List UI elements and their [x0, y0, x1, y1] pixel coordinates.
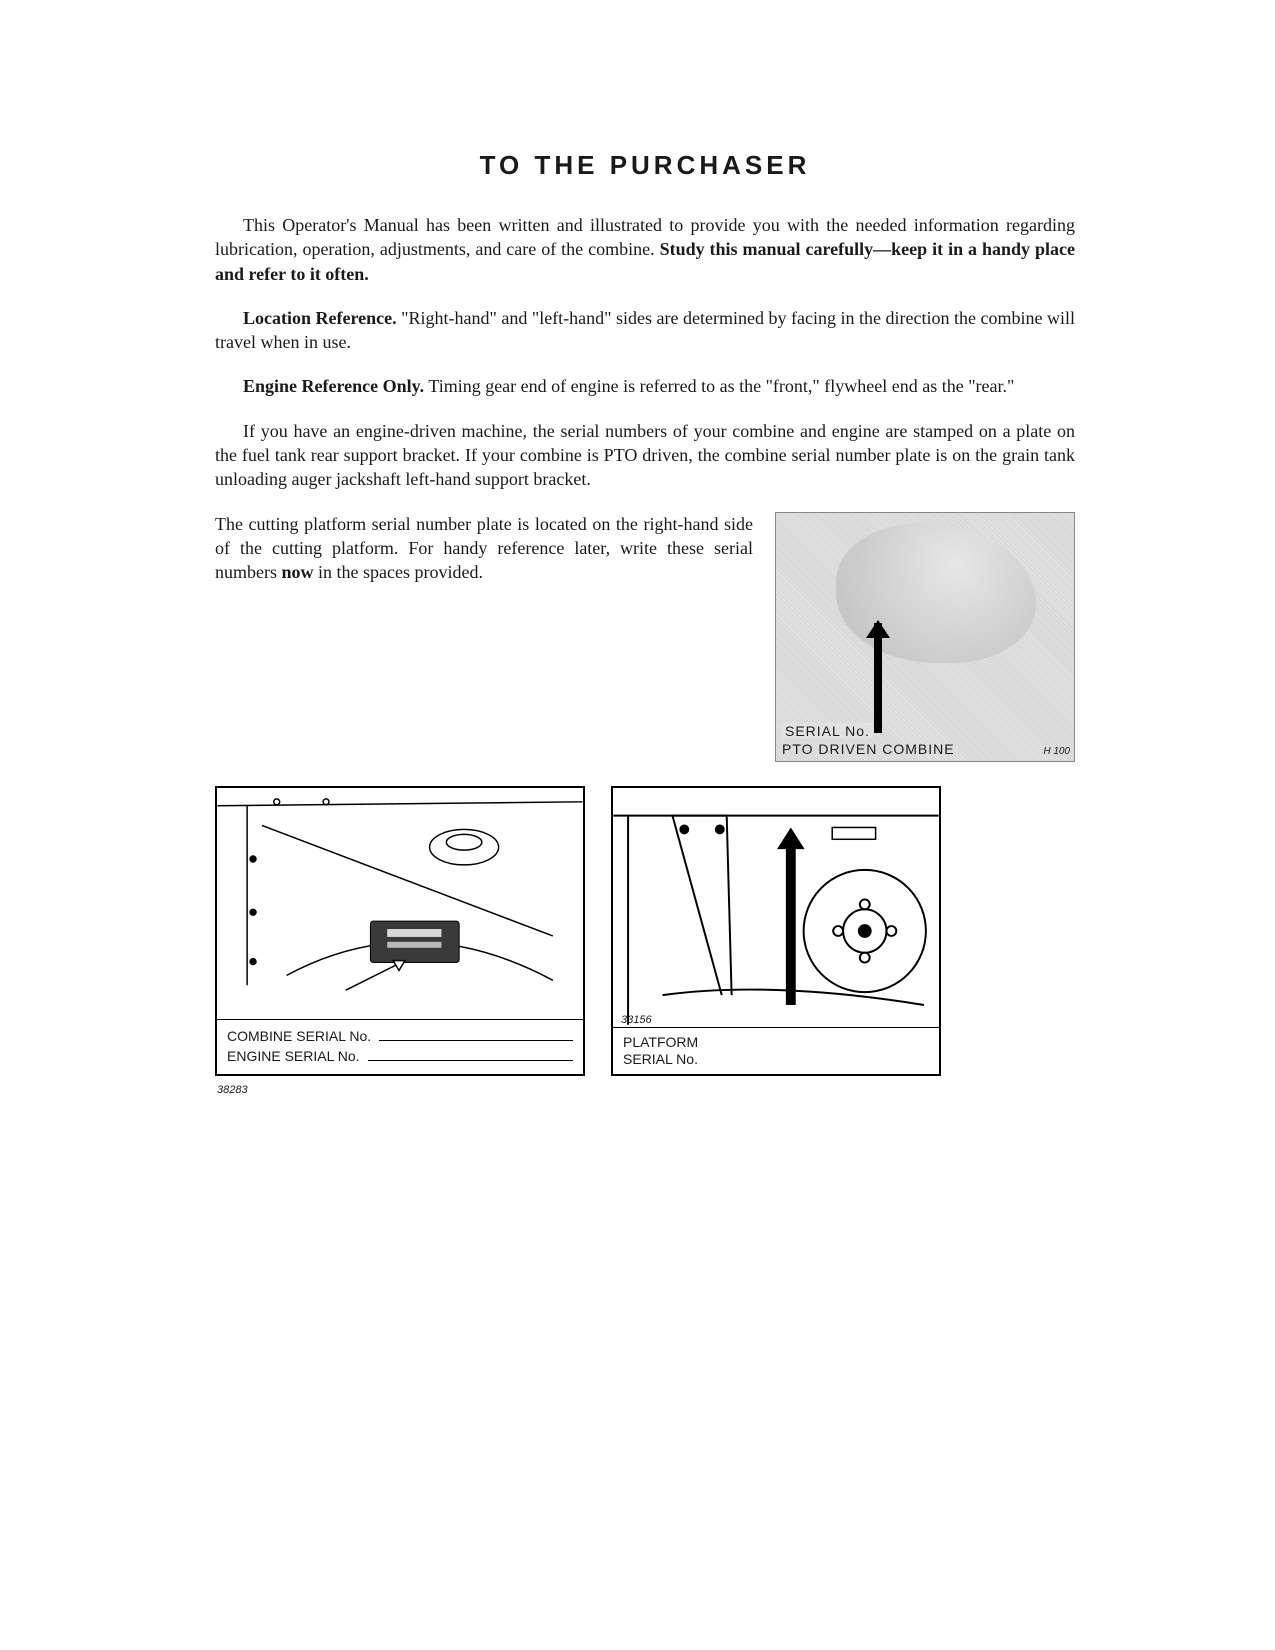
engine-serial-label: ENGINE SERIAL No. [227, 1048, 360, 1064]
figure-small-id: H 100 [1043, 746, 1070, 757]
paragraph-1: This Operator's Manual has been written … [215, 213, 1075, 286]
combine-serial-label: COMBINE SERIAL No. [227, 1028, 371, 1044]
two-column-block: The cutting platform serial number plate… [215, 512, 1075, 762]
p2-lead: Location Reference. [243, 308, 397, 328]
right-figure-label-area: PLATFORM SERIAL No. [613, 1027, 939, 1074]
platform-serial-figure: 33156 PLATFORM SERIAL No. [611, 786, 941, 1076]
p5-b: now [282, 562, 314, 582]
bottom-figures-row: COMBINE SERIAL No. ENGINE SERIAL No. 382… [215, 786, 1075, 1076]
right-figure-number: 33156 [621, 1014, 652, 1026]
pto-combine-illustration: SERIAL No. PTO DRIVEN COMBINE H 100 [775, 512, 1075, 762]
right-figure-column: SERIAL No. PTO DRIVEN COMBINE H 100 [775, 512, 1075, 762]
engine-serial-blank[interactable] [368, 1049, 573, 1061]
combine-serial-row: COMBINE SERIAL No. [227, 1028, 573, 1044]
paragraph-3: Engine Reference Only. Timing gear end o… [215, 374, 1075, 398]
serial-label-strip: SERIAL No. [782, 723, 873, 739]
left-text-column: The cutting platform serial number plate… [215, 512, 753, 762]
paragraph-5: The cutting platform serial number plate… [215, 512, 753, 585]
engine-serial-row: ENGINE SERIAL No. [227, 1048, 573, 1064]
platform-label-l2: SERIAL No. [623, 1051, 929, 1068]
platform-label-l1: PLATFORM [623, 1034, 929, 1051]
pto-label-strip: PTO DRIVEN COMBINE [782, 741, 955, 757]
paragraph-2: Location Reference. "Right-hand" and "le… [215, 306, 1075, 355]
left-figure-number: 38283 [217, 1084, 248, 1096]
left-figure-label-area: COMBINE SERIAL No. ENGINE SERIAL No. [217, 1019, 583, 1074]
illustration-shade [836, 523, 1036, 663]
combine-engine-serial-figure: COMBINE SERIAL No. ENGINE SERIAL No. 382… [215, 786, 585, 1076]
p3-body: Timing gear end of engine is referred to… [424, 376, 1014, 396]
page-title: TO THE PURCHASER [215, 150, 1075, 181]
p3-lead: Engine Reference Only. [243, 376, 424, 396]
arrow-icon [874, 623, 882, 733]
paragraph-4: If you have an engine-driven machine, th… [215, 419, 1075, 492]
p5-c: in the spaces provided. [314, 562, 483, 582]
combine-serial-blank[interactable] [379, 1029, 573, 1041]
